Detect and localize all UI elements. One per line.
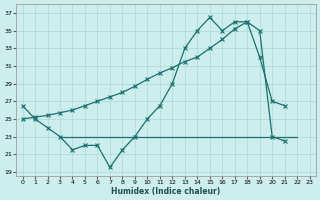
X-axis label: Humidex (Indice chaleur): Humidex (Indice chaleur)	[111, 187, 221, 196]
